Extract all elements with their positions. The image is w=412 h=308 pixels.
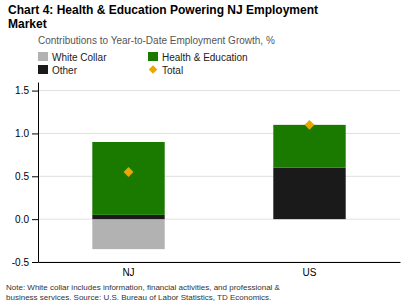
x-tick-label: NJ	[122, 267, 134, 278]
y-tick: 0.5	[15, 171, 38, 182]
y-tick-label: 0.0	[15, 214, 29, 225]
marks	[92, 120, 345, 249]
y-axis-line	[38, 83, 39, 263]
grid	[38, 91, 400, 262]
note: Note: White collar includes information,…	[6, 283, 281, 302]
y-tick-mark	[32, 262, 38, 263]
grid-line	[38, 90, 400, 91]
bar	[273, 168, 345, 219]
subtitle: Contributions to Year-to-Date Employment…	[38, 35, 275, 46]
x-axis-line	[39, 262, 401, 263]
note-line: business services. Source: U.S. Bureau o…	[6, 293, 271, 302]
bar	[273, 125, 345, 168]
point	[305, 120, 315, 130]
x-tick-label: US	[303, 267, 317, 278]
chart: Chart 4: Health & Education Powering NJ …	[0, 0, 412, 308]
chart-container: Chart 4: Health & Education Powering NJ …	[0, 0, 412, 308]
y-tick-label: -0.5	[12, 257, 30, 268]
x-tick: US	[303, 267, 317, 278]
y-tick: 1.0	[15, 128, 38, 139]
title-line: Chart 4: Health & Education Powering NJ …	[8, 3, 318, 17]
legend: White Collar Other Health & Education Total	[38, 52, 248, 76]
legend-label: Total	[162, 65, 183, 76]
y-tick-mark	[32, 219, 38, 220]
legend-item: White Collar	[38, 52, 107, 63]
title-line: Market	[8, 17, 47, 31]
y-tick-label: 1.0	[15, 128, 29, 139]
y-tick-mark	[32, 133, 38, 134]
y-tick: 0.0	[15, 214, 38, 225]
title: Chart 4: Health & Education Powering NJ …	[8, 3, 318, 31]
y-tick-mark	[32, 176, 38, 177]
x-axis: NJ US	[39, 263, 401, 279]
legend-label: Health & Education	[162, 52, 248, 63]
legend-label: Other	[52, 65, 78, 76]
plot: -0.5 0.0 0.5 1.0 1.5 NJ US	[12, 83, 401, 279]
bar	[92, 142, 164, 215]
y-tick-label: 1.5	[15, 85, 29, 96]
y-axis: -0.5 0.0 0.5 1.0 1.5	[12, 83, 39, 268]
legend-swatch	[148, 52, 158, 61]
bar	[92, 219, 164, 249]
legend-item: Total	[149, 65, 183, 76]
grid-line	[38, 262, 400, 263]
x-tick: NJ	[122, 267, 134, 278]
legend-label: White Collar	[52, 52, 107, 63]
legend-item: Health & Education	[148, 52, 248, 63]
legend-swatch	[38, 65, 48, 74]
legend-swatch	[38, 52, 48, 61]
y-tick-label: 0.5	[15, 171, 29, 182]
note-line: Note: White collar includes information,…	[6, 283, 281, 292]
point	[124, 167, 134, 177]
y-tick: -0.5	[12, 257, 38, 268]
bar	[92, 215, 164, 219]
y-tick: 1.5	[15, 85, 38, 96]
y-tick-mark	[32, 91, 38, 92]
legend-swatch	[149, 65, 157, 73]
legend-item: Other	[38, 65, 78, 76]
